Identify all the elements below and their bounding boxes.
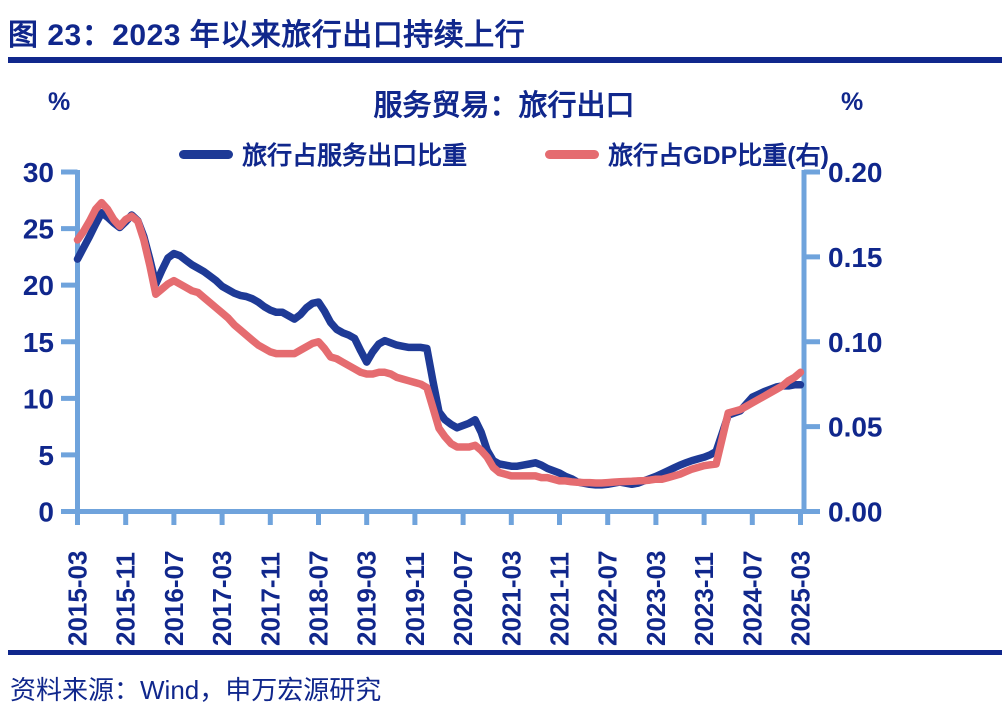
legend-label-services-share: 旅行占服务出口比重	[242, 142, 468, 170]
chart-title: 服务贸易：旅行出口	[373, 90, 635, 122]
svg-text:2019-03: 2019-03	[352, 551, 382, 646]
title-rule	[8, 57, 1002, 63]
svg-text:0.10: 0.10	[828, 327, 883, 358]
figure-title: 图 23：2023 年以来旅行出口持续上行	[8, 19, 526, 52]
source-note: 资料来源：Wind，申万宏源研究	[10, 675, 382, 705]
svg-text:2016-07: 2016-07	[159, 551, 189, 646]
legend-item-gdp-share: 旅行占GDP比重(右)	[545, 136, 829, 172]
right-axis-unit: %	[841, 88, 864, 116]
svg-text:2019-11: 2019-11	[400, 552, 430, 646]
svg-text:0.05: 0.05	[828, 412, 883, 443]
svg-text:2021-03: 2021-03	[496, 551, 526, 646]
svg-text:2023-11: 2023-11	[689, 552, 719, 646]
svg-text:15: 15	[23, 327, 54, 358]
svg-text:2015-03: 2015-03	[63, 551, 93, 646]
svg-text:2025-03: 2025-03	[786, 551, 816, 646]
svg-text:5: 5	[38, 440, 54, 471]
blue-line-swatch	[179, 149, 234, 159]
svg-text:2015-11: 2015-11	[111, 552, 141, 646]
svg-text:0: 0	[38, 497, 54, 528]
svg-text:2022-07: 2022-07	[593, 551, 623, 646]
svg-text:0.00: 0.00	[828, 497, 883, 528]
svg-text:0.15: 0.15	[828, 242, 883, 273]
left-axis-unit: %	[48, 88, 71, 116]
svg-text:2020-07: 2020-07	[448, 551, 478, 646]
chart-legend: 旅行占服务出口比重 旅行占GDP比重(右)	[0, 136, 1008, 172]
svg-text:2017-03: 2017-03	[207, 551, 237, 646]
svg-text:2023-03: 2023-03	[641, 551, 671, 646]
svg-text:10: 10	[23, 383, 54, 414]
svg-text:20: 20	[23, 270, 54, 301]
red-line-swatch	[545, 149, 600, 159]
svg-text:2021-11: 2021-11	[545, 552, 575, 646]
svg-text:2017-11: 2017-11	[255, 552, 285, 646]
footer-rule	[8, 650, 1002, 655]
svg-text:30: 30	[23, 157, 54, 188]
svg-text:25: 25	[23, 214, 54, 245]
svg-text:0.20: 0.20	[828, 157, 883, 188]
svg-text:2024-07: 2024-07	[737, 551, 767, 646]
legend-label-gdp-share: 旅行占GDP比重(右)	[608, 142, 829, 170]
svg-text:2018-07: 2018-07	[304, 551, 334, 646]
legend-item-services-share: 旅行占服务出口比重	[179, 136, 467, 172]
